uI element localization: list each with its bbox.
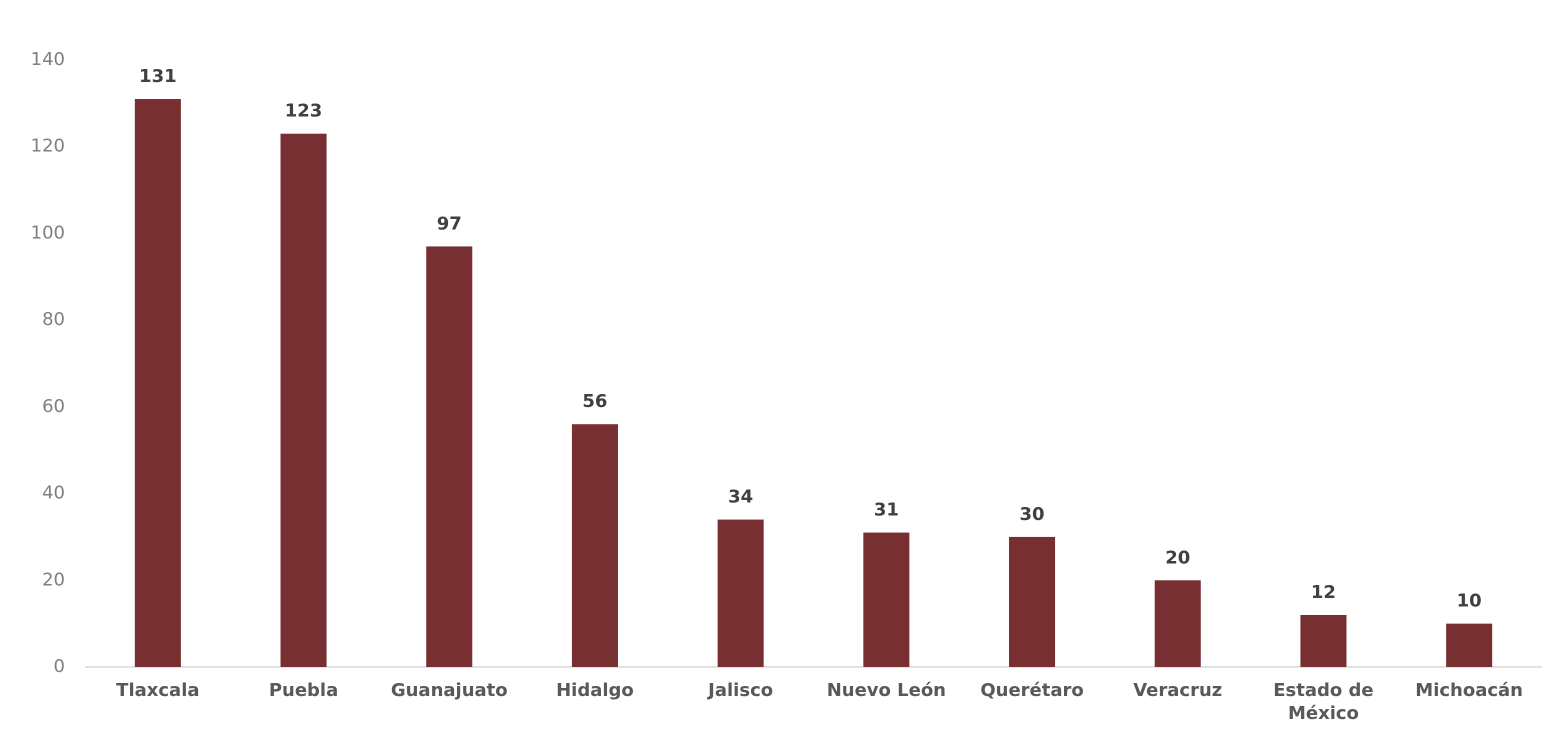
- data-label: 10: [1457, 591, 1482, 612]
- data-label: 31: [874, 500, 899, 521]
- data-label: 20: [1165, 547, 1190, 568]
- data-label: 30: [1020, 504, 1045, 525]
- bar: [717, 519, 764, 667]
- x-tick-label: Querétaro: [980, 680, 1084, 701]
- x-tick-label: Guanajuato: [390, 680, 508, 701]
- x-tick-label: Tlaxcala: [116, 680, 200, 701]
- y-tick-label: 20: [42, 569, 65, 590]
- x-tick-label: Jalisco: [708, 680, 774, 701]
- y-tick-label: 120: [31, 136, 65, 157]
- x-tick-label: Michoacán: [1415, 680, 1523, 701]
- data-label: 34: [728, 487, 753, 508]
- data-label: 12: [1311, 582, 1336, 603]
- x-tick-label: Estado de México: [1273, 680, 1374, 724]
- y-tick-label: 100: [31, 222, 65, 243]
- bar: [571, 424, 618, 667]
- x-tick-label: Nuevo León: [826, 680, 946, 701]
- bar: [1009, 536, 1056, 667]
- bar: [863, 532, 910, 667]
- y-tick-label: 0: [54, 656, 65, 677]
- y-tick-label: 40: [42, 483, 65, 504]
- x-tick-label: Hidalgo: [556, 680, 634, 701]
- bar: [1154, 580, 1201, 667]
- bar: [426, 246, 473, 667]
- bar: [134, 99, 181, 668]
- y-tick-label: 80: [42, 309, 65, 330]
- x-tick-label: Veracruz: [1133, 680, 1223, 701]
- data-label: 131: [139, 66, 177, 87]
- bar: [1300, 614, 1347, 667]
- x-tick-label: Puebla: [268, 680, 339, 701]
- y-tick-label: 140: [31, 49, 65, 70]
- y-tick-label: 60: [42, 396, 65, 417]
- data-label: 97: [437, 213, 462, 234]
- bar: [280, 133, 327, 667]
- bar: [1446, 623, 1493, 667]
- data-label: 56: [582, 391, 607, 412]
- data-label: 123: [285, 101, 323, 122]
